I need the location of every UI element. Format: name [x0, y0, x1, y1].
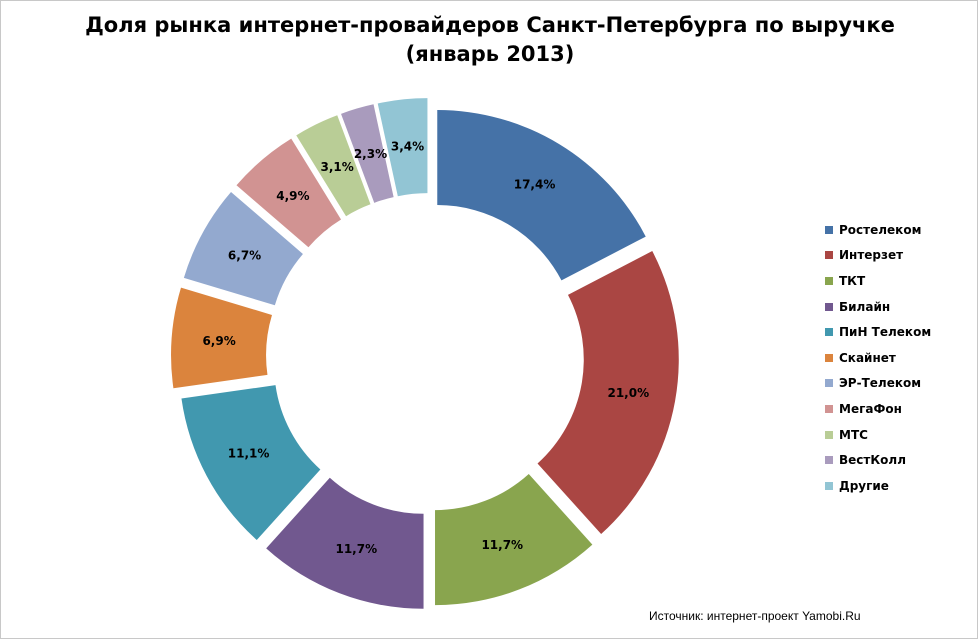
- slice-7: [183, 191, 303, 306]
- legend-label: Ростелеком: [839, 222, 922, 237]
- legend-item-6: Скайнет: [825, 345, 931, 371]
- legend: Ростелеком Интерзет ТКТ Билайн ПиН Телеком Ск…: [825, 217, 931, 499]
- slice-label-7: 6,7%: [228, 248, 261, 262]
- chart-title: Доля рынка интернет-провайдеров Санкт-Пе…: [85, 13, 895, 66]
- legend-item-1: Ростелеком: [825, 217, 931, 243]
- legend-label: Интерзет: [839, 248, 904, 263]
- legend-swatch: [825, 276, 833, 285]
- legend-label: Другие: [839, 478, 889, 493]
- slice-1: [437, 110, 646, 281]
- slice-label-5: 11,1%: [228, 447, 270, 461]
- legend-label: Билайн: [839, 299, 891, 314]
- slice-label-6: 6,9%: [202, 334, 235, 348]
- slice-5: [181, 385, 321, 540]
- legend-item-4: Билайн: [825, 294, 931, 320]
- slice-label-1: 17,4%: [514, 178, 556, 192]
- legend-swatch: [825, 481, 833, 490]
- legend-item-11: Другие: [825, 473, 931, 499]
- slice-label-11: 3,4%: [391, 140, 424, 154]
- slice-labels-group: 17,4% 21,0% 11,7% 11,7% 11,1% 6,9% 6,7% 4,9% 3,1…: [202, 140, 649, 556]
- legend-item-7: ЭР-Телеком: [825, 371, 931, 397]
- slice-3: [435, 474, 593, 606]
- legend-swatch: [825, 251, 833, 260]
- slice-2: [537, 251, 679, 535]
- legend-label: Скайнет: [839, 350, 896, 365]
- legend-label: ПиН Телеком: [839, 325, 932, 340]
- slice-label-2: 21,0%: [607, 386, 649, 400]
- slice-9: [296, 115, 371, 217]
- legend-swatch: [825, 430, 833, 439]
- legend-label: ТКТ: [839, 273, 866, 288]
- legend-swatch: [825, 225, 833, 234]
- legend-swatch: [825, 404, 833, 413]
- slice-label-4: 11,7%: [335, 542, 377, 556]
- legend-item-5: ПиН Телеком: [825, 319, 931, 345]
- legend-item-2: Интерзет: [825, 243, 931, 269]
- slice-label-3: 11,7%: [481, 538, 523, 552]
- slice-6: [171, 287, 272, 389]
- legend-item-8: МегаФон: [825, 396, 931, 422]
- legend-label: ВестКолл: [839, 453, 906, 468]
- slice-11: [377, 98, 428, 197]
- legend-swatch: [825, 456, 833, 465]
- legend-item-9: МТС: [825, 422, 931, 448]
- slice-10: [341, 104, 394, 203]
- slice-label-10: 2,3%: [354, 147, 387, 161]
- slice-label-9: 3,1%: [320, 160, 353, 174]
- legend-label: МТС: [839, 427, 868, 442]
- slice-label-8: 4,9%: [276, 189, 309, 203]
- legend-item-3: ТКТ: [825, 268, 931, 294]
- legend-swatch: [825, 379, 833, 388]
- legend-swatch: [825, 302, 833, 311]
- legend-label: ЭР-Телеком: [839, 376, 922, 391]
- slice-4: [266, 477, 424, 609]
- legend-swatch: [825, 353, 833, 362]
- legend-label: МегаФон: [839, 401, 902, 416]
- legend-swatch: [825, 328, 833, 337]
- source-note: Источник: интернет-проект Yamobi.Ru: [649, 609, 861, 623]
- slice-8: [236, 138, 342, 248]
- legend-item-10: ВестКолл: [825, 447, 931, 473]
- slices-group: [171, 98, 679, 609]
